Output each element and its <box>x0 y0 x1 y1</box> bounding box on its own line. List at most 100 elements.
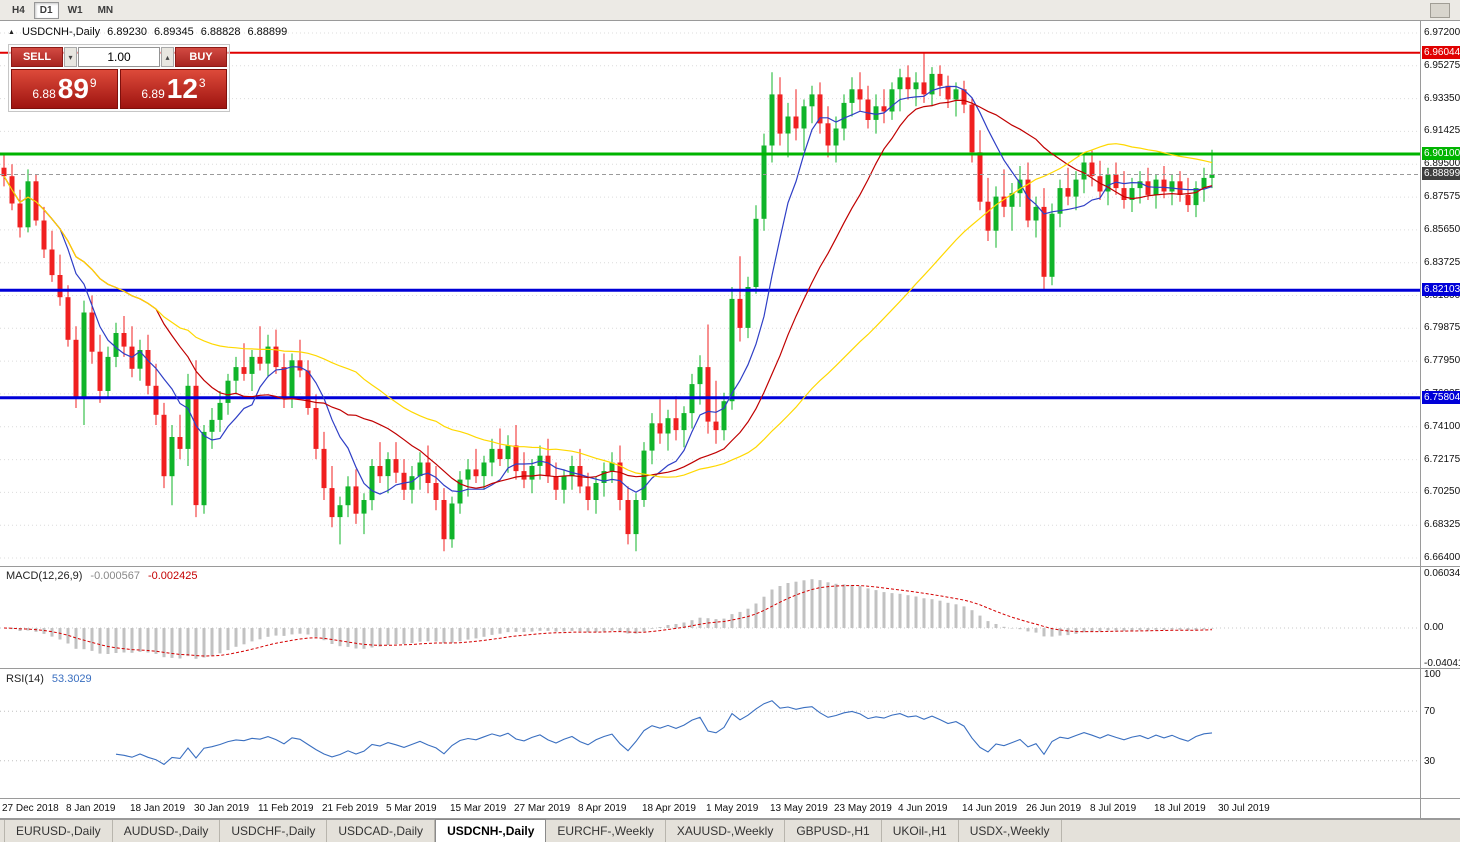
candle-up <box>761 145 767 219</box>
candle-down <box>1025 179 1031 221</box>
candle-down <box>121 333 127 347</box>
candle-up <box>849 89 855 103</box>
tab-usdcad-daily[interactable]: USDCAD-,Daily <box>327 820 436 842</box>
candle-down <box>713 421 719 431</box>
candle-down <box>1161 179 1167 192</box>
price-axis-label: 6.68325 <box>1424 519 1460 531</box>
rsi-axis-label: 30 <box>1424 755 1436 767</box>
candle-up <box>1209 174 1215 178</box>
date-label: 23 May 2019 <box>834 803 892 814</box>
buy-button[interactable]: BUY <box>175 47 227 67</box>
price-axis[interactable]: 6.97200 6.95275 6.93350 6.91425 6.89500 6.875… <box>1421 0 1460 818</box>
tab-xauusd-weekly[interactable]: XAUUSD-,Weekly <box>666 820 786 842</box>
macd-name: MACD(12,26,9) <box>6 570 83 582</box>
candle-up <box>481 462 487 477</box>
candle-down <box>153 385 159 415</box>
volume-decrease-button[interactable]: ▾ <box>64 47 77 67</box>
time-axis[interactable]: 27 Dec 2018 8 Jan 2019 18 Jan 2019 30 Jan 2… <box>0 800 1420 818</box>
price-axis-label: 6.74100 <box>1424 420 1460 432</box>
date-label: 13 May 2019 <box>770 803 828 814</box>
candle-down <box>305 370 311 408</box>
candle-up <box>529 466 535 480</box>
panel-separator[interactable] <box>0 668 1460 669</box>
candle-down <box>617 462 623 500</box>
bid-pips: 89 <box>57 73 89 104</box>
bid-prefix: 6.88 <box>32 87 56 101</box>
volume-increase-button[interactable]: ▴ <box>161 47 174 67</box>
date-label: 5 Mar 2019 <box>386 803 437 814</box>
macd-value-main: -0.000567 <box>90 570 140 582</box>
timeframe-button-d1[interactable]: D1 <box>33 1 59 19</box>
tab-gbpusd-h1[interactable]: GBPUSD-,H1 <box>785 820 882 842</box>
date-label: 18 Jul 2019 <box>1154 803 1206 814</box>
candle-down <box>1065 188 1071 197</box>
candle-down <box>73 339 79 398</box>
panel-separator[interactable] <box>0 566 1460 567</box>
candle-down <box>945 85 951 100</box>
tab-usdchf-daily[interactable]: USDCHF-,Daily <box>220 820 328 842</box>
tab-eurusd-daily[interactable]: EURUSD-,Daily <box>4 820 113 842</box>
timeframe-button-h4[interactable]: H4 <box>12 4 25 16</box>
tab-ukoil-h1[interactable]: UKOil-,H1 <box>882 820 959 842</box>
candle-up <box>769 94 775 146</box>
date-label: 8 Apr 2019 <box>578 803 627 814</box>
candle-up <box>417 462 423 477</box>
candle-up <box>233 367 239 381</box>
candle-down <box>545 455 551 477</box>
candle-up <box>561 476 567 490</box>
candle-up <box>537 455 543 466</box>
candle-up <box>809 94 815 107</box>
candle-down <box>377 466 383 477</box>
candle-up <box>1137 181 1143 189</box>
candle-down <box>129 346 135 369</box>
candle-down <box>329 488 335 518</box>
window-button[interactable] <box>1430 3 1450 18</box>
tab-usdcnh-daily[interactable]: USDCNH-,Daily <box>435 819 547 842</box>
sell-button[interactable]: SELL <box>11 47 63 67</box>
candle-down <box>241 367 247 374</box>
candle-down <box>625 500 631 535</box>
candle-down <box>281 367 287 398</box>
tab-audusd-daily[interactable]: AUDUSD-,Daily <box>113 820 221 842</box>
candle-up <box>1081 162 1087 180</box>
timeframe-button-mn[interactable]: MN <box>97 4 114 16</box>
candle-up <box>1153 179 1159 195</box>
candle-down <box>497 448 503 460</box>
tab-eurchf-weekly[interactable]: EURCHF-,Weekly <box>546 820 666 842</box>
rsi-name: RSI(14) <box>6 673 44 685</box>
axis-separator <box>0 798 1460 799</box>
bid-price-display[interactable]: 6.88 89 9 <box>11 69 118 109</box>
ask-price-display[interactable]: 6.89 12 3 <box>120 69 227 109</box>
macd-axis-label: 0.060342 <box>1424 568 1460 579</box>
rsi-value: 53.3029 <box>51 673 92 685</box>
candle-up <box>1129 188 1135 200</box>
candle-up <box>225 380 231 403</box>
candle-up <box>465 469 471 480</box>
rsi-label: RSI(14) 53.3029 <box>6 673 92 685</box>
date-label: 21 Feb 2019 <box>322 803 379 814</box>
candle-up <box>1049 213 1055 277</box>
timeframe-button-w1[interactable]: W1 <box>67 4 83 16</box>
candle-down <box>817 94 823 124</box>
candle-down <box>1097 176 1103 192</box>
symbol-marker-icon: ▲ <box>8 28 15 36</box>
candle-down <box>657 423 663 434</box>
volume-input[interactable] <box>78 47 160 67</box>
candles <box>1 52 1215 552</box>
chart-canvas[interactable] <box>0 0 1421 800</box>
candle-down <box>353 486 359 514</box>
price-axis-label: 6.89500 <box>1424 158 1460 170</box>
candle-up <box>833 128 839 146</box>
date-label: 30 Jan 2019 <box>194 803 250 814</box>
candle-up <box>689 384 695 414</box>
candle-down <box>985 201 991 231</box>
ask-pips: 12 <box>166 73 198 104</box>
candle-down <box>273 346 279 368</box>
candle-down <box>1185 194 1191 206</box>
candle-down <box>905 77 911 90</box>
candle-down <box>193 385 199 506</box>
tab-usdx-weekly[interactable]: USDX-,Weekly <box>959 820 1062 842</box>
candle-up <box>1057 188 1063 214</box>
candle-up <box>1033 206 1039 221</box>
